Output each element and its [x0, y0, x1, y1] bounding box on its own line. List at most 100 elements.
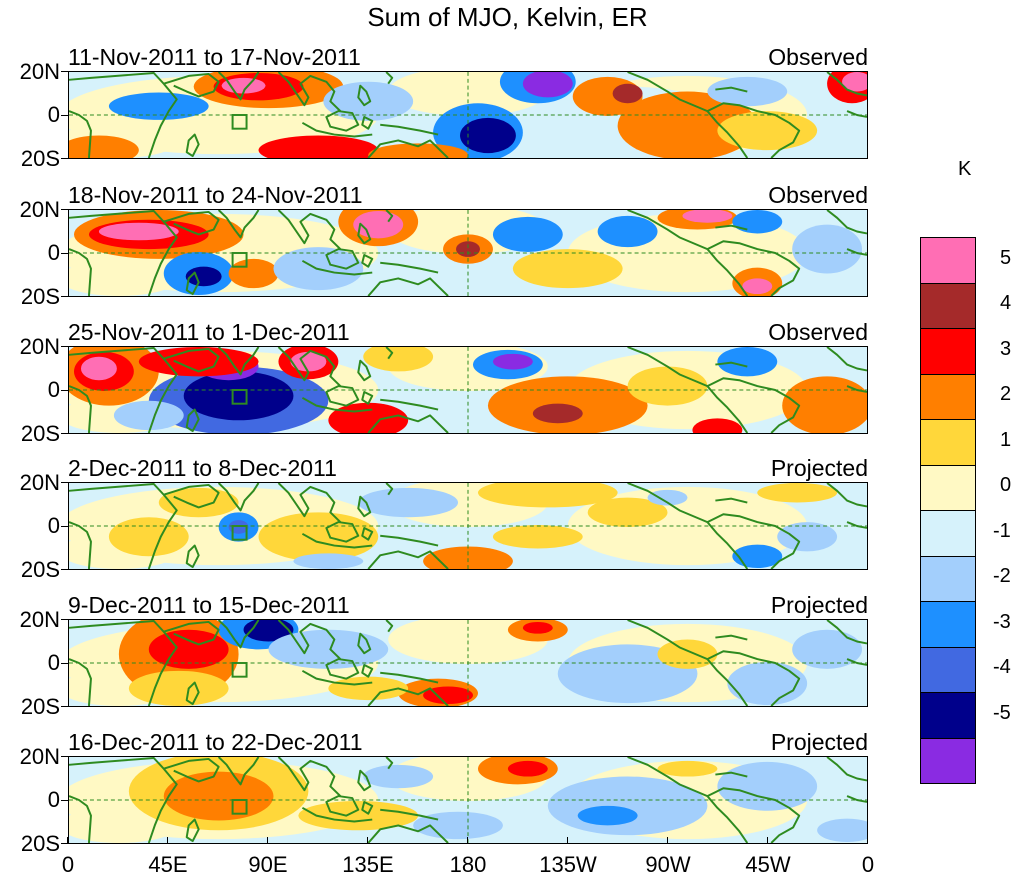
y-tick-mark [61, 569, 68, 570]
contour-blob-pos1 [757, 483, 838, 503]
panel-date-range: 16-Dec-2011 to 22-Dec-2011 [68, 729, 363, 755]
coastline [385, 210, 394, 223]
contour-blob-pos1 [158, 487, 239, 518]
coastline [715, 224, 748, 231]
region-box [231, 252, 248, 268]
colorbar-label: 5 [1000, 246, 1012, 269]
x-tick-mark [767, 837, 768, 844]
coastline [361, 526, 374, 541]
contour-blob-pos1 [328, 676, 409, 701]
region-box [231, 389, 248, 405]
contour-blob-pos2 [423, 546, 513, 569]
contour-blob-neg2 [727, 662, 808, 706]
x-tick-mark [267, 837, 268, 844]
anomaly-field [69, 620, 867, 706]
coastline [380, 671, 439, 684]
coastline [706, 795, 749, 843]
coastline [846, 795, 867, 803]
coastline [627, 210, 708, 250]
coastline [277, 483, 342, 523]
y-tick-mark [61, 158, 68, 159]
coastline [301, 806, 373, 823]
panel-status: Observed [768, 319, 868, 345]
contour-blob-pos5 [682, 210, 733, 223]
x-tick-label: 45W [745, 852, 791, 877]
x-tick-mark [167, 837, 168, 844]
y-tick-label: 20N [19, 59, 60, 84]
coastline [325, 248, 360, 270]
coastline [380, 534, 439, 547]
y-tick-mark [61, 482, 68, 483]
x-tick-mark [67, 837, 68, 844]
y-tick-label: 0 [47, 377, 60, 402]
coastline [163, 210, 220, 236]
panel-status: Observed [768, 44, 868, 70]
x-tick-label: 180 [449, 852, 487, 877]
colorbar-label: 0 [1000, 474, 1012, 496]
contour-blob-pos3 [692, 418, 743, 433]
colorbar-label: -3 [993, 610, 1011, 633]
coastline [69, 347, 178, 433]
y-tick-label: 20S [20, 694, 60, 719]
coastline [826, 72, 867, 97]
coastline [367, 687, 449, 706]
x-tick-label: 90W [645, 852, 691, 877]
colorbar-label: -4 [993, 656, 1011, 678]
coastline [706, 240, 801, 296]
coastline [715, 86, 748, 93]
coastline [185, 818, 200, 843]
coastline [627, 347, 708, 387]
coastline [69, 483, 178, 569]
coastline [357, 769, 372, 792]
contour-blob-neg2 [707, 76, 788, 107]
panel-status: Observed [768, 182, 868, 208]
coastline [706, 658, 749, 706]
contour-blob-neg5 [460, 117, 516, 154]
contour-blob-neg5 [183, 371, 294, 421]
region-box [231, 525, 248, 541]
y-tick-label: 0 [47, 787, 60, 812]
contour-blob-pos1 [657, 639, 718, 669]
anomaly-field [69, 483, 867, 569]
contour-blob-pos1 [587, 497, 668, 527]
colorbar-swatch-neg6 [920, 737, 976, 784]
contour-blob-neg4 [228, 520, 249, 534]
y-tick-mark [61, 433, 68, 434]
y-tick-mark [61, 115, 68, 116]
contour-blob-neg5 [185, 266, 222, 287]
coastline [361, 663, 374, 678]
anomaly-field [69, 347, 867, 433]
coastline [706, 248, 749, 296]
contour-blob-pos3 [423, 686, 473, 705]
coastline [301, 121, 373, 138]
coastline [627, 620, 708, 660]
contour-blob-pos2 [617, 91, 758, 158]
contour-blob-neg2 [358, 487, 459, 518]
coastline [826, 210, 867, 235]
contour-blob-pos1 [657, 760, 718, 777]
panel-date-range: 18-Nov-2011 to 24-Nov-2011 [68, 182, 363, 208]
map-panel-3 [68, 346, 868, 434]
coastline [627, 72, 708, 112]
coastline [846, 385, 867, 393]
coastline [185, 133, 200, 158]
coastline [69, 658, 92, 706]
coastline [715, 361, 748, 368]
colorbar-swatch-neg2 [920, 555, 976, 602]
contour-blob-pos1 [512, 249, 623, 289]
coastline [325, 110, 360, 132]
y-tick-label: 0 [47, 102, 60, 127]
contour-blob-pos2 [782, 376, 867, 433]
contour-blob-pos3 [258, 135, 379, 158]
contour-blob-neg2 [293, 553, 364, 569]
panel-date-range: 2-Dec-2011 to 8-Dec-2011 [68, 455, 337, 481]
coastline [217, 347, 260, 376]
coastline [217, 72, 260, 101]
coastline [846, 658, 867, 666]
coastline [715, 497, 748, 504]
y-tick-label: 20S [20, 146, 60, 171]
contour-blob-neg3 [732, 544, 783, 569]
contour-blob-pos3 [138, 347, 259, 377]
coastline [627, 483, 708, 523]
coastline [367, 824, 449, 843]
